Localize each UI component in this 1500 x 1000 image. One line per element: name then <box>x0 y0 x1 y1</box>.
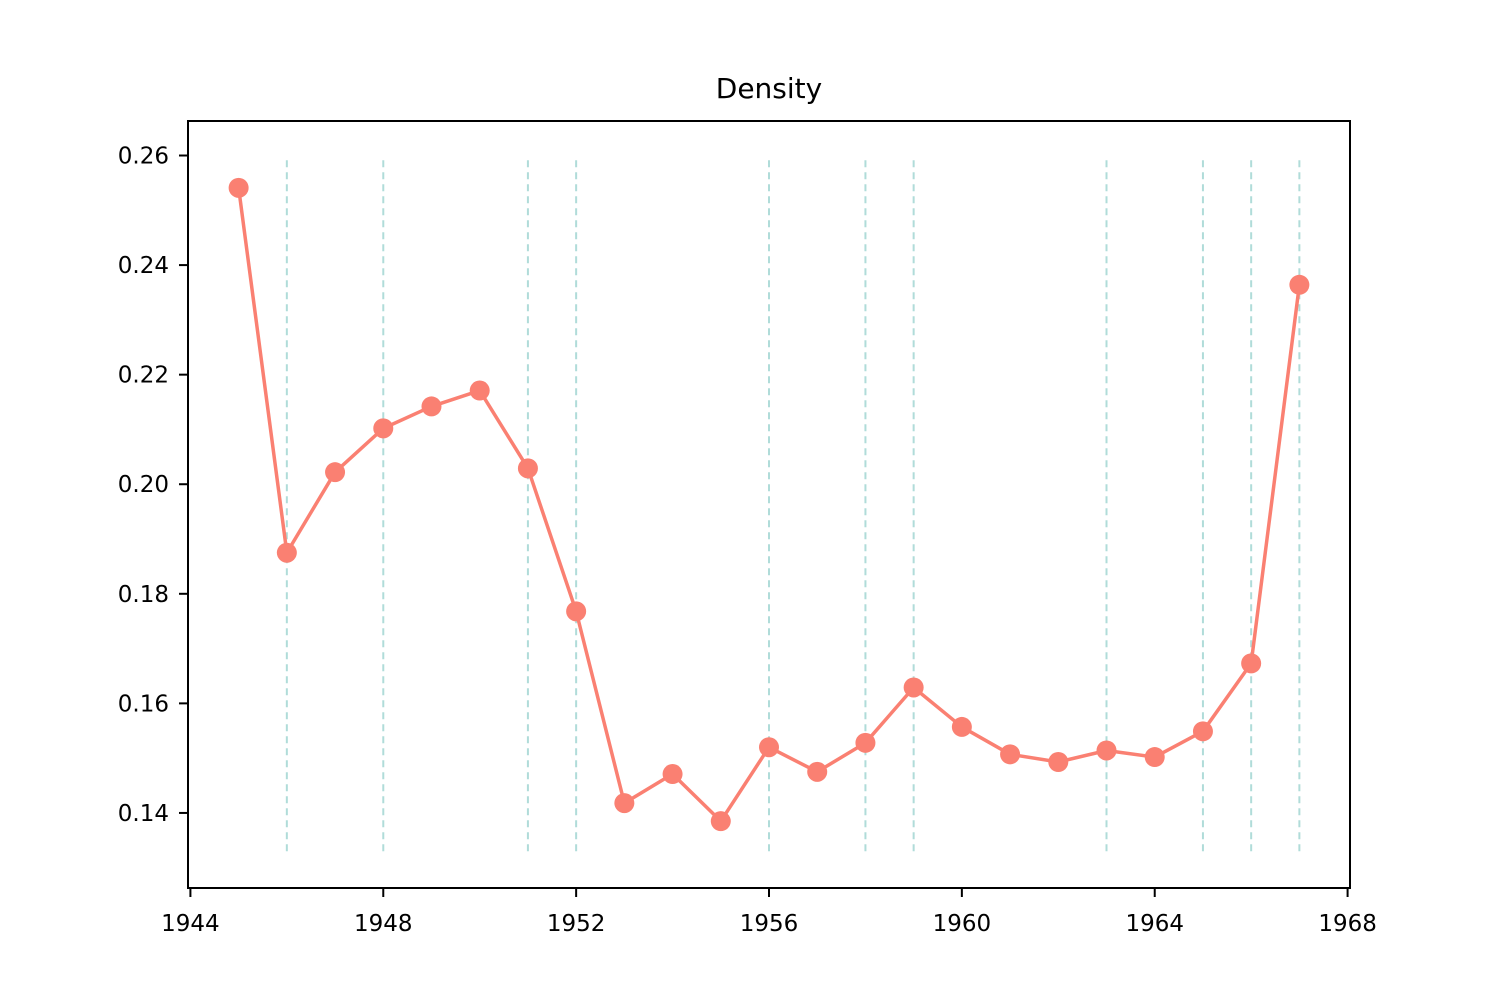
data-point <box>807 761 828 782</box>
y-tick-label: 0.22 <box>118 363 169 389</box>
plot-frame <box>187 120 1351 889</box>
data-point <box>1289 274 1310 295</box>
data-point <box>1048 751 1069 772</box>
x-tick-label: 1944 <box>161 911 220 937</box>
data-point <box>855 732 876 753</box>
data-point <box>1241 653 1262 674</box>
data-point <box>469 380 490 401</box>
data-point <box>1000 744 1021 765</box>
data-point <box>1192 721 1213 742</box>
data-point <box>421 396 442 417</box>
data-point <box>325 462 346 483</box>
data-point <box>951 716 972 737</box>
data-point <box>662 764 683 785</box>
data-point <box>903 677 924 698</box>
data-point <box>710 811 731 832</box>
y-tick-label: 0.18 <box>118 582 169 608</box>
data-point <box>1144 747 1165 768</box>
data-point <box>759 737 779 758</box>
y-tick-label: 0.20 <box>118 472 169 498</box>
y-axis: 0.14 0.16 0.18 0.20 0.22 0.24 0.26 <box>118 144 188 827</box>
y-tick-label: 0.14 <box>118 801 169 827</box>
data-point <box>517 458 538 479</box>
data-series <box>228 177 1310 832</box>
x-axis: 1944 1948 1952 1956 1960 1964 1968 <box>161 888 1377 937</box>
data-point <box>228 177 249 198</box>
x-tick-label: 1956 <box>740 911 799 937</box>
data-point <box>566 601 587 622</box>
y-tick-label: 0.24 <box>118 253 169 279</box>
x-tick-label: 1948 <box>354 911 413 937</box>
y-tick-label: 0.16 <box>118 691 169 717</box>
x-tick-label: 1952 <box>547 911 606 937</box>
chart-title: Density <box>716 72 822 105</box>
data-point <box>614 793 635 814</box>
data-point <box>276 542 297 563</box>
x-tick-label: 1964 <box>1125 911 1184 937</box>
x-tick-label: 1960 <box>933 911 992 937</box>
data-point <box>1096 740 1117 761</box>
data-point <box>373 418 394 439</box>
vertical-markers <box>285 157 1301 852</box>
x-tick-label: 1968 <box>1318 911 1377 937</box>
y-tick-label: 0.26 <box>118 144 169 170</box>
